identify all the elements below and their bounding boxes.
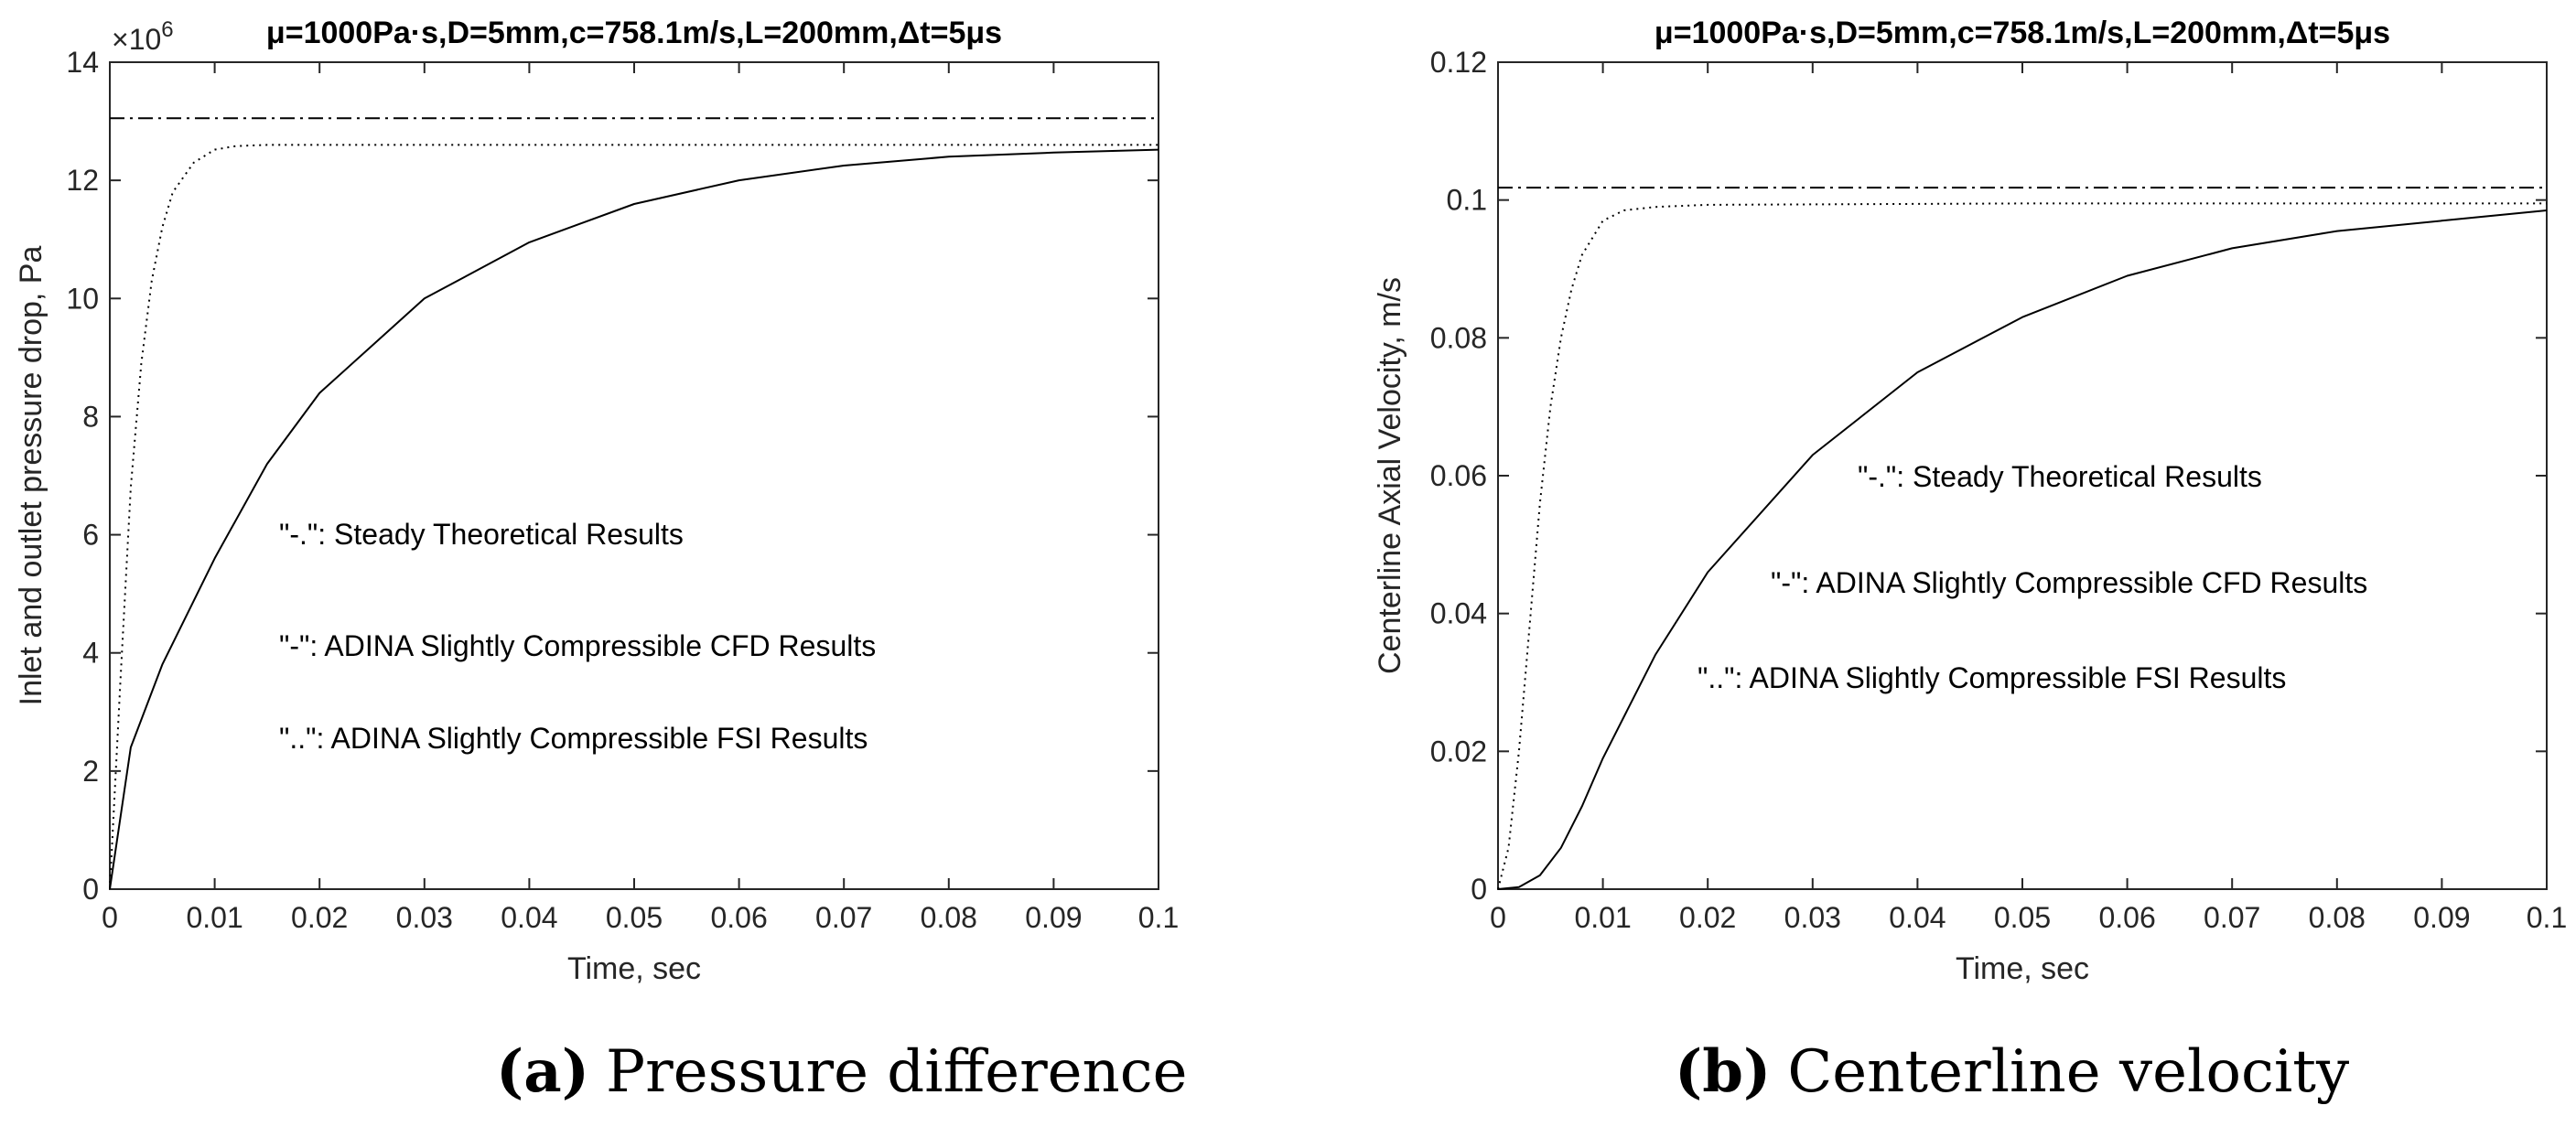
y-tick-label: 0 — [1471, 873, 1487, 906]
annotation-fsi-b: "..": ADINA Slightly Compressible FSI Re… — [1698, 661, 2286, 694]
caption-text-a: Pressure difference — [606, 1038, 1187, 1106]
x-tick-label: 0.05 — [606, 901, 663, 934]
caption-letter-a: (a) — [496, 1037, 589, 1106]
y-tick-label: 8 — [82, 400, 99, 433]
panel-a: 0 0.01 0.02 0.03 0.04 0.05 0.06 0.07 0.08 0.09 0.1… — [14, 16, 1187, 1106]
series-line-solid — [109, 148, 1159, 890]
annotation-fsi-a: "..": ADINA Slightly Compressible FSI Re… — [279, 722, 868, 755]
x-tick-label: 0.02 — [291, 901, 348, 934]
chart-title-a: μ=1000Pa·s,D=5mm,c=758.1m/s,L=200mm,Δt=5… — [266, 16, 1002, 50]
y-tick-label: 0.12 — [1430, 46, 1487, 79]
x-tick-label: 0.07 — [2204, 901, 2260, 934]
axes-box-b — [1497, 61, 2548, 890]
annotation-steady-b: "-.": Steady Theoretical Results — [1858, 460, 2262, 493]
y-tick-label: 4 — [82, 637, 99, 670]
caption-letter-b: (b) — [1675, 1037, 1771, 1106]
axes-box-a — [109, 61, 1159, 890]
y-tick-label: 14 — [66, 46, 99, 79]
y-tick-label: 2 — [82, 755, 99, 788]
annotation-steady-a: "-.": Steady Theoretical Results — [279, 518, 684, 551]
annotation-cfd-a: "-": ADINA Slightly Compressible CFD Res… — [279, 629, 876, 662]
chart-title-b: μ=1000Pa·s,D=5mm,c=758.1m/s,L=200mm,Δt=5… — [1654, 16, 2390, 50]
y-axis-label-b: Centerline Axial Velocity, m/s — [1373, 277, 1407, 674]
caption-a: (a) Pressure difference — [496, 1037, 1187, 1106]
x-ticks-a: 0 0.01 0.02 0.03 0.04 0.05 0.06 0.07 0.08 0.09 0.1 — [102, 62, 1179, 934]
y-ticks-a: 0 2 4 6 8 10 12 14 — [66, 46, 1159, 906]
x-tick-label: 0.1 — [1138, 901, 1179, 934]
x-tick-label: 0.01 — [186, 901, 243, 934]
x-tick-label: 0.04 — [1889, 901, 1945, 934]
y-tick-label: 0.04 — [1430, 597, 1487, 630]
x-axis-label-b: Time, sec — [1956, 951, 2089, 986]
y-tick-label: 0.08 — [1430, 321, 1487, 354]
y-tick-label: 0 — [82, 873, 99, 906]
x-tick-label: 0.03 — [396, 901, 453, 934]
series-lines-a — [109, 117, 1159, 890]
annotation-cfd-b: "-": ADINA Slightly Compressible CFD Res… — [1771, 566, 2367, 599]
x-tick-label: 0.05 — [1994, 901, 2051, 934]
x-axis-label-a: Time, sec — [567, 951, 701, 986]
series-lines-b — [1497, 187, 2548, 890]
x-tick-label: 0.04 — [501, 901, 557, 934]
x-ticks-b: 0 0.01 0.02 0.03 0.04 0.05 0.06 0.07 0.08 0.09 0.1 — [1490, 62, 2567, 934]
x-tick-label: 0.09 — [1025, 901, 1082, 934]
x-tick-label: 0.09 — [2413, 901, 2470, 934]
x-tick-label: 0 — [102, 901, 118, 934]
y-multiplier-a: ×106 — [112, 17, 174, 56]
x-tick-label: 0.07 — [815, 901, 872, 934]
y-tick-label: 0.1 — [1447, 184, 1487, 217]
caption-text-b: Centerline velocity — [1787, 1038, 2349, 1106]
x-tick-label: 0.1 — [2527, 901, 2567, 934]
x-tick-label: 0.06 — [710, 901, 767, 934]
x-tick-label: 0.08 — [921, 901, 977, 934]
y-tick-label: 0.02 — [1430, 735, 1487, 767]
series-line-solid — [1497, 209, 2548, 890]
x-tick-label: 0.01 — [1574, 901, 1631, 934]
x-tick-label: 0.03 — [1784, 901, 1841, 934]
y-tick-label: 10 — [66, 282, 99, 315]
x-tick-label: 0.06 — [2098, 901, 2155, 934]
x-tick-label: 0 — [1490, 901, 1506, 934]
x-tick-label: 0.02 — [1679, 901, 1736, 934]
x-tick-label: 0.08 — [2309, 901, 2366, 934]
y-axis-label-a: Inlet and outlet pressure drop, Pa — [14, 246, 49, 706]
series-line-dotted — [109, 144, 1159, 890]
y-tick-label: 0.06 — [1430, 459, 1487, 492]
y-tick-label: 6 — [82, 519, 99, 552]
y-tick-label: 12 — [66, 164, 99, 197]
caption-b: (b) Centerline velocity — [1675, 1037, 2349, 1106]
panel-b: 0 0.01 0.02 0.03 0.04 0.05 0.06 0.07 0.08 0.09 0.1… — [1373, 16, 2567, 1106]
